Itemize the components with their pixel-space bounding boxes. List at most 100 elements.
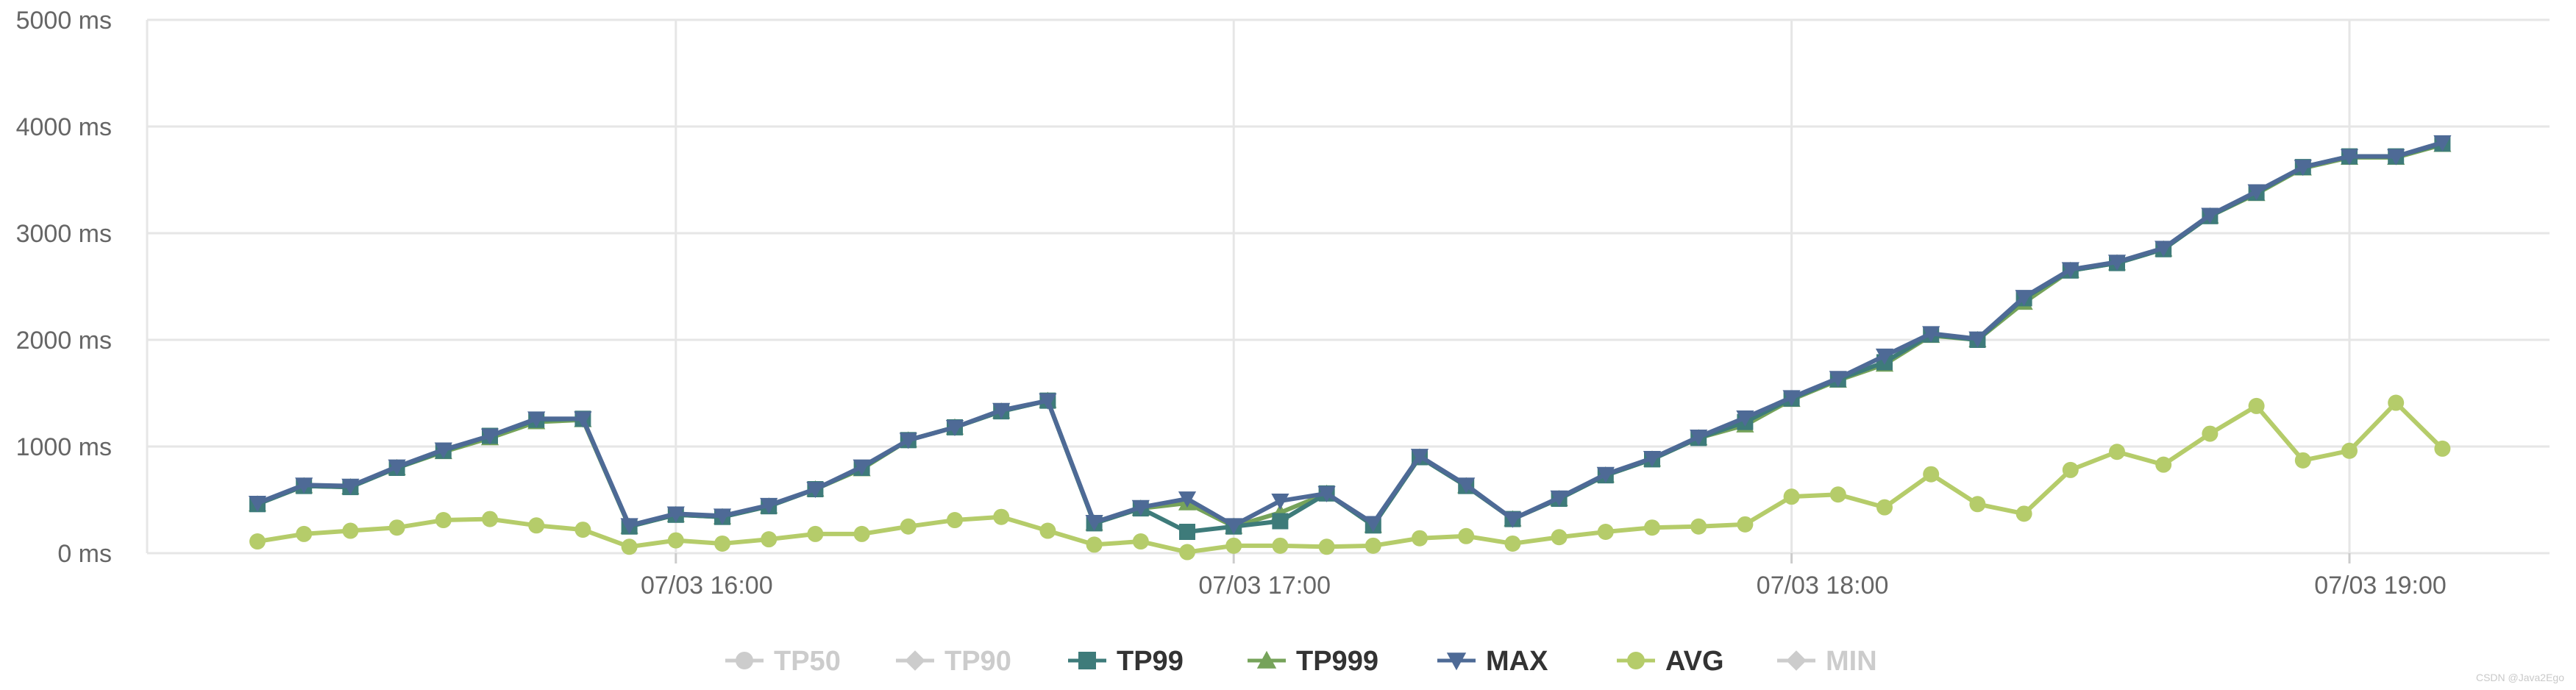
point-avg	[947, 512, 963, 529]
point-avg	[807, 525, 824, 542]
point-avg	[482, 511, 498, 527]
point-avg	[1225, 537, 1242, 554]
x-tick-label: 07/03 18:00	[1757, 572, 1889, 600]
legend-item-tp99[interactable]: TP99	[1068, 646, 1184, 677]
point-max	[295, 477, 313, 494]
point-avg	[249, 533, 266, 550]
point-max	[388, 459, 406, 476]
point-max	[1782, 390, 1801, 407]
point-avg	[1783, 488, 1800, 505]
point-avg	[2015, 505, 2032, 522]
point-avg	[853, 525, 870, 542]
point-avg	[1597, 524, 1614, 540]
point-max	[2201, 207, 2219, 224]
point-max	[480, 428, 499, 445]
point-avg	[2388, 394, 2405, 411]
series-line-max	[255, 140, 2445, 528]
axes: 0 ms 1000 ms 2000 ms 3000 ms 4000 ms 5000 ms 0…	[16, 7, 2447, 600]
legend-label: TP99	[1117, 646, 1184, 677]
legend: TP50 TP90 TP99 TP999 MAX AVG MIN	[725, 646, 1877, 677]
point-max	[1504, 511, 1522, 528]
point-max	[341, 478, 360, 495]
point-avg	[1272, 537, 1289, 554]
legend-label: AVG	[1665, 646, 1724, 677]
point-avg	[900, 518, 917, 535]
point-max	[992, 402, 1011, 419]
point-max	[1225, 518, 1243, 535]
point-avg	[2294, 452, 2311, 469]
point-avg	[2248, 397, 2265, 414]
series-line-tp999	[255, 142, 2445, 529]
point-avg	[1458, 527, 1475, 544]
x-tick-label: 07/03 19:00	[2314, 572, 2447, 600]
legend-item-min[interactable]: MIN	[1777, 646, 1877, 677]
point-avg	[342, 522, 359, 539]
point-avg	[1179, 544, 1195, 561]
legend-label: TP999	[1296, 646, 1378, 677]
y-tick-label: 2000 ms	[16, 327, 112, 355]
point-avg	[2434, 440, 2451, 457]
legend-label: MAX	[1486, 646, 1548, 677]
legend-item-avg[interactable]: AVG	[1617, 646, 1724, 677]
y-tick-label: 4000 ms	[16, 113, 112, 141]
point-avg	[1365, 537, 1381, 554]
legend-item-tp50[interactable]: TP50	[725, 646, 841, 677]
series-line-tp99	[255, 141, 2445, 534]
point-avg	[2109, 444, 2125, 460]
grid-lines	[147, 18, 2550, 555]
point-max	[2061, 262, 2079, 279]
point-max	[1085, 515, 1103, 532]
y-tick-label: 5000 ms	[16, 7, 112, 35]
point-avg	[1412, 530, 1428, 547]
legend-marker	[736, 652, 753, 669]
point-max	[945, 420, 964, 436]
point-max	[2387, 149, 2405, 166]
point-max	[434, 442, 452, 459]
point-max	[1039, 393, 1057, 410]
point-avg	[1923, 466, 1940, 483]
point-max	[620, 518, 638, 535]
point-max	[574, 411, 592, 428]
series-avg	[249, 394, 2451, 561]
point-max	[2155, 241, 2173, 257]
legend-item-tp90[interactable]: TP90	[896, 646, 1011, 677]
point-max	[1829, 371, 1847, 388]
legend-label: MIN	[1826, 646, 1877, 677]
point-max	[666, 506, 685, 523]
point-max	[2340, 149, 2359, 166]
point-max	[1178, 491, 1197, 508]
point-max	[1596, 466, 1615, 483]
point-max	[2107, 255, 2127, 271]
point-max	[1317, 486, 1336, 502]
point-avg	[388, 519, 405, 536]
point-avg	[1318, 538, 1335, 555]
point-avg	[1644, 519, 1660, 536]
point-avg	[1551, 529, 1568, 546]
point-max	[1410, 449, 1429, 466]
series-lines	[248, 135, 2452, 561]
legend-marker	[1786, 650, 1807, 671]
point-avg	[761, 531, 778, 548]
point-max	[1131, 499, 1150, 516]
point-max	[1643, 451, 1662, 468]
x-tick-label: 07/03 16:00	[641, 572, 773, 600]
point-avg	[714, 535, 730, 552]
point-avg	[1086, 536, 1103, 553]
point-avg	[574, 522, 591, 538]
point-max	[2247, 184, 2266, 201]
point-max	[527, 411, 546, 428]
point-avg	[2202, 425, 2219, 442]
legend-item-tp999[interactable]: TP999	[1248, 646, 1378, 677]
point-avg	[621, 538, 638, 555]
point-max	[1922, 326, 1940, 343]
series-max	[248, 135, 2452, 535]
point-avg	[1504, 535, 1521, 552]
legend-marker	[1256, 650, 1277, 669]
legend-item-max[interactable]: MAX	[1437, 646, 1548, 677]
point-avg	[1876, 499, 1893, 516]
point-avg	[296, 525, 313, 542]
point-max	[2433, 135, 2452, 152]
point-max	[1690, 430, 1708, 447]
point-avg	[2155, 456, 2172, 473]
